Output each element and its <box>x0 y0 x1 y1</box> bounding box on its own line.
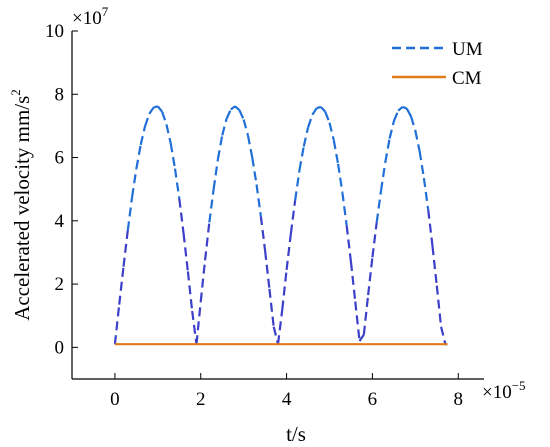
series-um-segment <box>336 163 344 193</box>
series-um-segment <box>139 126 147 146</box>
series-um-segment <box>246 135 254 158</box>
series-um-segment <box>405 107 413 117</box>
series-um-segment <box>135 144 142 169</box>
series-um-segment <box>182 233 189 272</box>
series-um-segment <box>402 105 408 110</box>
series-um-segment <box>311 107 318 116</box>
series-um-segment <box>379 162 387 191</box>
plot-frame <box>71 31 484 380</box>
x-multiplier: ×10−5 <box>482 378 526 403</box>
series-um-segment <box>435 285 443 327</box>
x-tick-label: 4 <box>282 389 292 410</box>
series-um-segment <box>431 246 438 286</box>
series-um-segment <box>126 196 134 231</box>
y-tick-label: 4 <box>55 211 65 232</box>
series-um-segment <box>294 170 301 201</box>
series-um-segment <box>118 266 125 305</box>
series-um-segment <box>221 118 228 136</box>
series-um-segment <box>320 106 327 113</box>
x-tick-label: 0 <box>110 389 120 410</box>
series-um-segment <box>427 209 434 247</box>
series-um-segment <box>358 334 365 342</box>
series-layer <box>113 105 448 346</box>
series-um-segment <box>242 119 250 136</box>
series-um-segment <box>302 127 310 147</box>
x-tick-label: 2 <box>196 389 206 410</box>
series-um-segment <box>281 269 288 310</box>
y-multiplier: ×107 <box>72 4 109 29</box>
y-tick-label: 2 <box>55 274 65 295</box>
x-tick-label: 6 <box>368 389 378 410</box>
series-um-segment <box>199 260 207 302</box>
series-um-segment <box>234 105 241 111</box>
series-um-segment <box>173 168 181 199</box>
series-um-segment <box>216 135 224 160</box>
legend-label-cm: CM <box>452 68 482 89</box>
series-um-segment <box>384 138 391 163</box>
series-um-segment <box>186 271 194 312</box>
series-um-segment <box>230 105 236 111</box>
series-um-segment <box>362 295 370 335</box>
series-um-segment <box>328 122 335 141</box>
series-um <box>113 105 448 346</box>
series-um-segment <box>169 143 177 169</box>
series-um-segment <box>397 106 404 112</box>
series-um-segment <box>276 309 284 345</box>
y-tick-label: 0 <box>55 337 65 358</box>
series-um-segment <box>440 326 447 345</box>
series-um-segment <box>306 114 314 128</box>
series-um-segment <box>332 139 340 165</box>
series-um-segment <box>414 130 421 152</box>
series-um-segment <box>316 105 322 110</box>
y-tick-label: 10 <box>45 21 64 42</box>
series-um-segment <box>156 105 163 113</box>
series-um-segment <box>203 222 211 261</box>
series-um-segment <box>143 113 151 127</box>
series-um-segment <box>268 288 275 327</box>
legend-label-um: UM <box>452 39 483 60</box>
series-um-segment <box>298 146 305 171</box>
series-um-segment <box>418 151 426 179</box>
series-um-segment <box>289 200 297 234</box>
series-um-segment <box>225 109 232 120</box>
y-tick-label: 8 <box>55 84 65 105</box>
series-um-segment <box>251 157 258 185</box>
series-um-segment <box>349 261 357 302</box>
series-um-segment <box>153 105 159 109</box>
series-um-segment <box>324 111 331 124</box>
series-um-segment <box>341 192 348 226</box>
series-um-segment <box>161 111 168 125</box>
series-um-segment <box>148 106 155 115</box>
series-um-segment <box>165 124 172 144</box>
legend: UM CM <box>392 39 483 89</box>
series-um-segment <box>113 304 121 345</box>
series-um-segment <box>388 120 395 139</box>
y-axis-label: Accelerated velocity mm/s2 <box>8 89 34 321</box>
axis-ticks: 0 2 4 6 8 0 2 4 6 8 10 <box>45 21 463 410</box>
series-um-segment <box>130 168 138 198</box>
series-um-segment <box>375 190 383 223</box>
series-um-segment <box>259 215 267 252</box>
series-um-segment <box>178 198 185 234</box>
series-um-segment <box>409 116 417 131</box>
series-um-segment <box>422 177 430 210</box>
series-um-segment <box>285 233 292 270</box>
series-um-segment <box>255 184 262 217</box>
series-um-segment <box>264 250 271 289</box>
series-um-segment <box>238 109 245 121</box>
series-um-segment <box>195 301 202 345</box>
x-tick-label: 8 <box>454 389 464 410</box>
series-um-segment <box>371 222 378 258</box>
y-tick-label: 6 <box>55 148 65 169</box>
series-um-segment <box>345 225 353 263</box>
series-um-segment <box>354 301 361 342</box>
series-um-segment <box>122 230 129 267</box>
x-axis-label: t/s <box>286 422 306 446</box>
series-um-segment <box>208 189 215 223</box>
series-um-segment <box>392 110 400 122</box>
series-um-segment <box>191 310 198 345</box>
series-um-segment <box>367 257 374 296</box>
series-um-segment <box>212 158 220 190</box>
